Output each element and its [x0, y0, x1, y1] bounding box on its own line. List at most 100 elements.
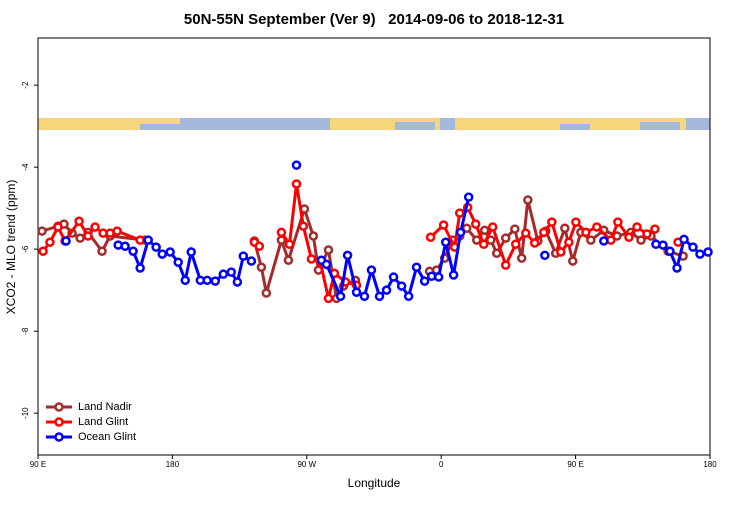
data-point [599, 225, 609, 236]
data-point [510, 239, 521, 249]
data-point [120, 241, 130, 252]
data-point [218, 269, 229, 279]
legend-marker [54, 402, 64, 412]
data-point [173, 257, 183, 268]
data-point [500, 260, 511, 270]
x-tick-label: 90 E [30, 460, 46, 469]
data-point [388, 272, 399, 282]
data-point [83, 231, 93, 241]
land-band [38, 118, 710, 130]
data-point [112, 226, 122, 236]
data-point [298, 221, 309, 231]
data-point [516, 253, 527, 263]
data-point [299, 204, 310, 214]
data-point [381, 285, 392, 295]
data-point [560, 223, 570, 234]
x-tick-label: 180 [703, 460, 717, 469]
data-point [157, 249, 167, 259]
data-point [455, 227, 466, 238]
data-point [75, 233, 85, 243]
data-point [335, 291, 346, 302]
data-point [642, 229, 652, 239]
data-point [487, 222, 498, 232]
data-point [323, 245, 334, 255]
x-tick-label: 90 E [567, 460, 583, 469]
data-point [45, 237, 55, 247]
legend-marker [54, 432, 64, 442]
data-point [323, 293, 334, 304]
data-point [246, 256, 257, 266]
data-point [180, 275, 190, 286]
ocean-patch [640, 122, 680, 130]
data-point [37, 226, 47, 236]
data-point [463, 192, 474, 202]
data-point [438, 220, 449, 230]
data-point [53, 222, 63, 232]
data-point [366, 265, 377, 275]
ocean-patch [686, 118, 710, 130]
data-point [571, 217, 581, 227]
x-tick-label: 0 [439, 460, 444, 469]
data-point [351, 287, 362, 297]
y-tick-label: -10 [21, 407, 30, 419]
data-point [232, 277, 243, 287]
data-point [38, 246, 48, 256]
data-point [284, 239, 295, 249]
data-point [492, 248, 502, 259]
data-point [342, 250, 353, 261]
data-point [486, 235, 496, 245]
y-tick-label: -2 [21, 81, 30, 89]
data-point [510, 224, 520, 234]
data-point [128, 246, 138, 256]
data-point [165, 247, 175, 257]
data-point [276, 227, 287, 238]
data-point [90, 222, 100, 232]
ocean-patch [395, 122, 435, 130]
data-point [636, 235, 646, 245]
data-point [186, 247, 196, 257]
chart-title: 50N-55N September (Ver 9) 2014-09-06 to … [184, 11, 564, 28]
data-point [256, 262, 267, 272]
data-point [624, 232, 634, 243]
data-point [425, 232, 436, 243]
ocean-patch [440, 118, 455, 130]
data-point [665, 246, 675, 256]
data-point [479, 239, 489, 249]
plot-frame [37, 37, 711, 456]
data-point [479, 225, 490, 236]
legend-label: Land Nadir [78, 401, 132, 413]
data-point [581, 227, 591, 238]
data-point [419, 276, 430, 286]
data-point [592, 222, 602, 232]
data-point [454, 208, 465, 218]
data-point [547, 217, 557, 227]
data-point [411, 262, 422, 272]
data-point [461, 223, 472, 234]
ocean-patch [180, 118, 220, 124]
data-point [523, 195, 533, 205]
ocean-patch [220, 118, 330, 130]
data-point [586, 235, 596, 245]
data-point [254, 241, 265, 252]
data-point [448, 270, 459, 280]
data-point [396, 281, 407, 291]
data-point [672, 263, 682, 273]
data-point [135, 235, 145, 245]
data-point [321, 259, 332, 270]
y-tick-label: -8 [21, 327, 30, 335]
data-point [703, 247, 713, 257]
data-point [261, 288, 272, 298]
data-point [74, 216, 84, 227]
data-point [529, 238, 540, 248]
data-point [143, 235, 153, 245]
data-point [433, 272, 444, 282]
data-point [520, 228, 531, 238]
data-point [500, 233, 511, 243]
data-point [568, 256, 578, 266]
data-point [306, 254, 317, 264]
data-point [210, 276, 221, 286]
data-point [283, 255, 294, 265]
data-point [539, 227, 549, 238]
data-point [151, 242, 161, 252]
legend-label: Land Glint [78, 416, 128, 428]
